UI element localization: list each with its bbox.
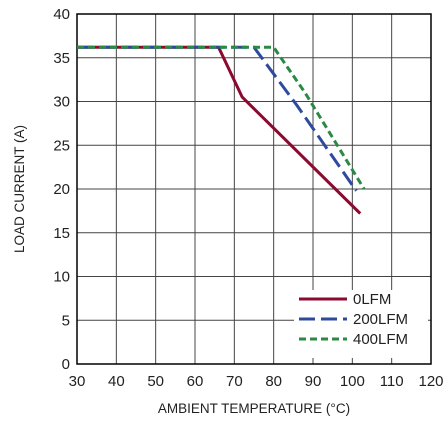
y-tick-label: 0	[62, 356, 70, 373]
legend-label-200lfm: 200LFM	[353, 311, 408, 328]
y-axis-title: LOAD CURRENT (A)	[12, 125, 27, 253]
y-tick-label: 30	[53, 94, 70, 111]
x-tick-label: 110	[380, 373, 404, 390]
x-tick-label: 50	[147, 373, 164, 390]
y-tick-label: 40	[53, 6, 70, 23]
plot-frame	[76, 13, 432, 365]
y-tick-label: 10	[53, 269, 70, 286]
legend-label-400lfm: 400LFM	[353, 331, 408, 348]
y-tick-label: 5	[62, 312, 70, 329]
legend: 0LFM 200LFM 400LFM	[294, 290, 428, 358]
x-tick-labels: 30 40 50 60 70 80 90 100 110 120	[69, 373, 444, 390]
x-tick-label: 100	[340, 373, 365, 390]
y-tick-label: 35	[53, 50, 70, 67]
x-axis-title: AMBIENT TEMPERATURE (°C)	[158, 401, 350, 416]
y-tick-label: 25	[53, 137, 70, 154]
y-tick-labels: 0 5 10 15 20 25 30 35 40	[53, 6, 70, 373]
y-tick-label: 15	[53, 225, 70, 242]
x-tick-label: 60	[187, 373, 204, 390]
x-tick-label: 30	[69, 373, 86, 390]
x-tick-label: 80	[265, 373, 282, 390]
x-tick-label: 70	[226, 373, 243, 390]
x-tick-label: 120	[418, 373, 443, 390]
x-tick-label: 40	[108, 373, 125, 390]
x-tick-label: 90	[305, 373, 322, 390]
series-line-400lfm	[77, 45, 366, 190]
legend-box	[294, 290, 428, 358]
y-tick-label: 20	[53, 181, 70, 198]
series-layer	[77, 45, 366, 215]
legend-label-0lfm: 0LFM	[353, 291, 391, 308]
